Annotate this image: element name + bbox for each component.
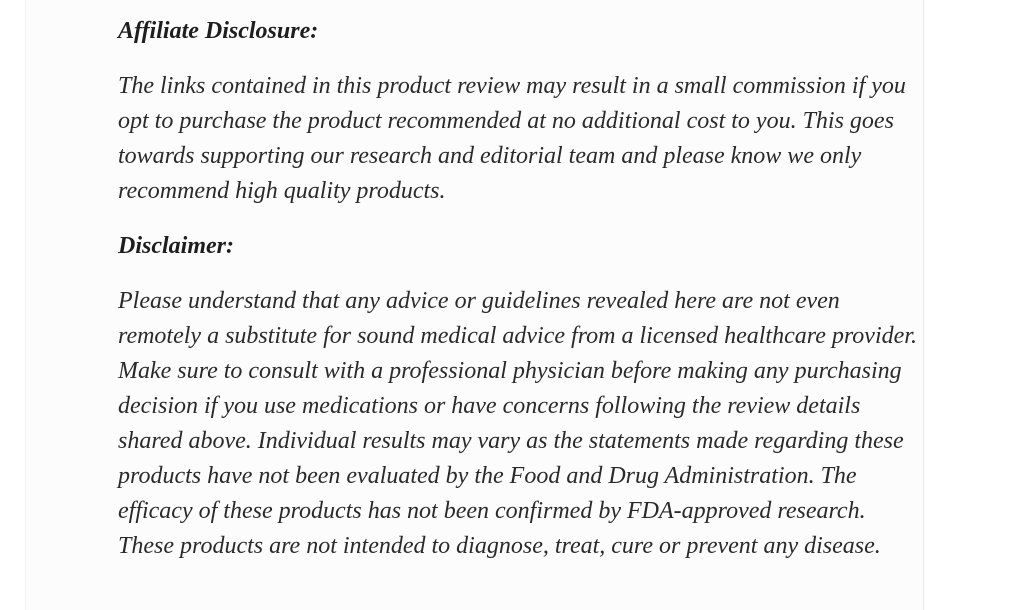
affiliate-disclosure-paragraph: The links contained in this product revi… [118, 73, 906, 204]
affiliate-disclosure-heading: Affiliate Disclosure: [118, 18, 319, 44]
article-content: Affiliate Disclosure: The links containe… [25, 0, 924, 610]
disclaimer-heading: Disclaimer: [118, 233, 234, 259]
disclaimer-paragraph: Please understand that any advice or gui… [118, 288, 917, 559]
